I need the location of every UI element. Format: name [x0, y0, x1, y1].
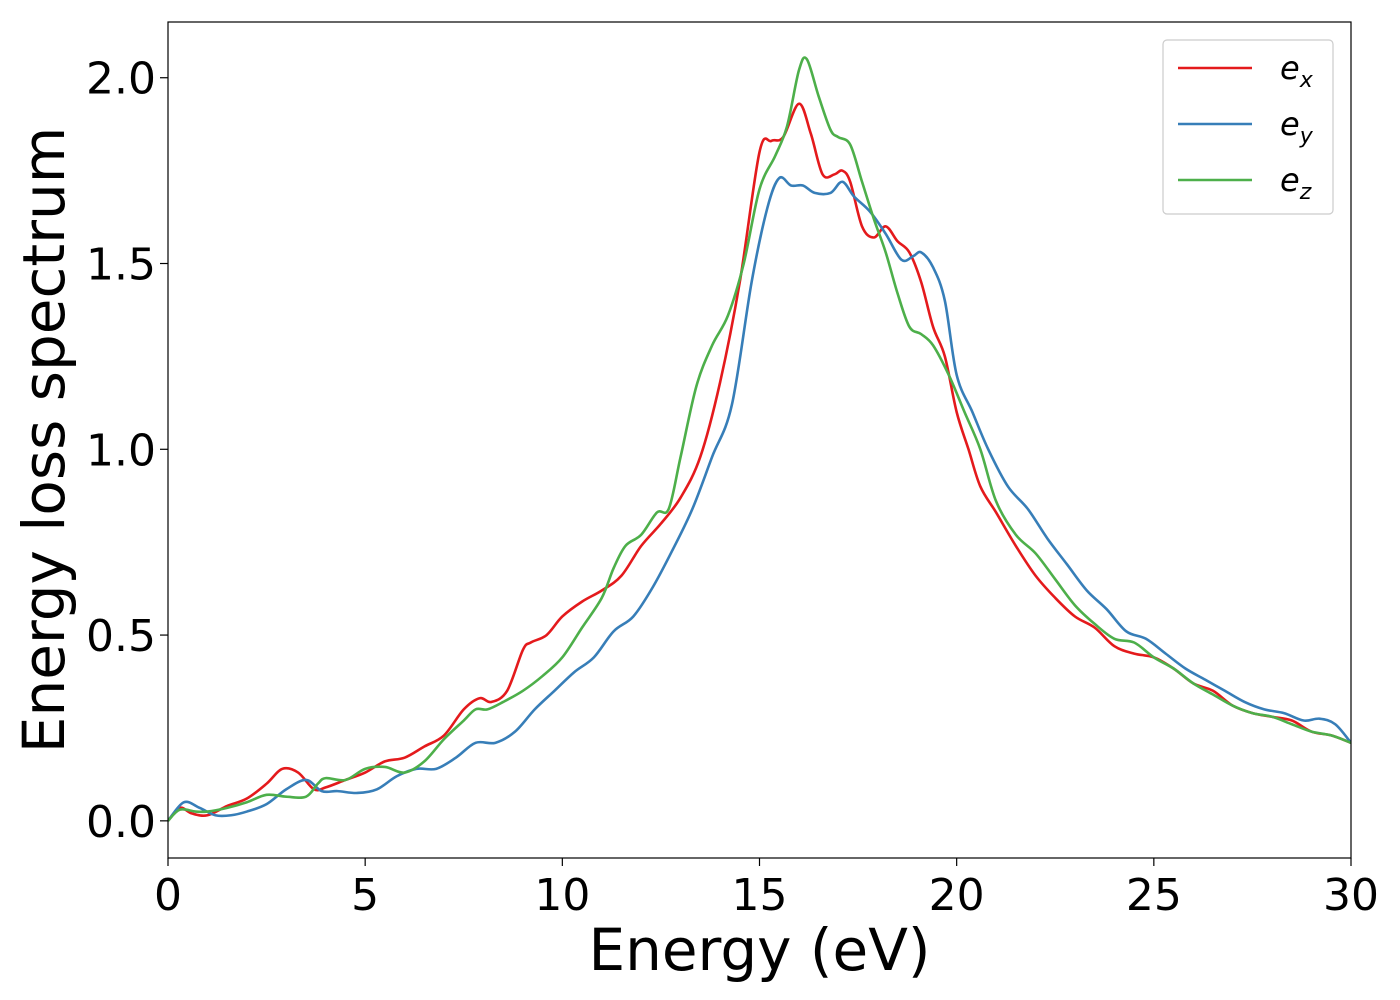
legend-label-y: ey — [1280, 105, 1314, 149]
legend: ex ey ez — [1162, 39, 1334, 215]
y-tick-label: 2.0 — [86, 54, 156, 105]
x-axis: 0 5 10 15 20 25 30 — [154, 858, 1379, 921]
series-line-z — [168, 56, 1351, 822]
x-tick-label: 5 — [351, 870, 379, 921]
x-tick-label: 25 — [1126, 870, 1182, 921]
x-tick-label: 15 — [732, 870, 788, 921]
x-tick-label: 10 — [534, 870, 590, 921]
series-line-x — [168, 102, 1351, 822]
plot-area — [168, 56, 1351, 822]
x-tick-label: 0 — [154, 870, 182, 921]
legend-box — [1162, 39, 1334, 215]
y-tick-label: 1.0 — [86, 425, 156, 476]
x-tick-label: 20 — [929, 870, 985, 921]
x-tick-label: 30 — [1323, 870, 1379, 921]
y-tick-label: 0.0 — [86, 797, 156, 848]
series-line-y — [168, 175, 1351, 822]
y-axis-label: Energy loss spectrum — [10, 127, 78, 753]
legend-label-z: ez — [1280, 161, 1312, 205]
legend-label-x: ex — [1280, 49, 1314, 93]
y-axis: 0.0 0.5 1.0 1.5 2.0 — [86, 54, 168, 848]
y-tick-label: 0.5 — [86, 611, 156, 662]
y-tick-label: 1.5 — [86, 240, 156, 291]
x-axis-label: Energy (eV) — [588, 916, 930, 984]
